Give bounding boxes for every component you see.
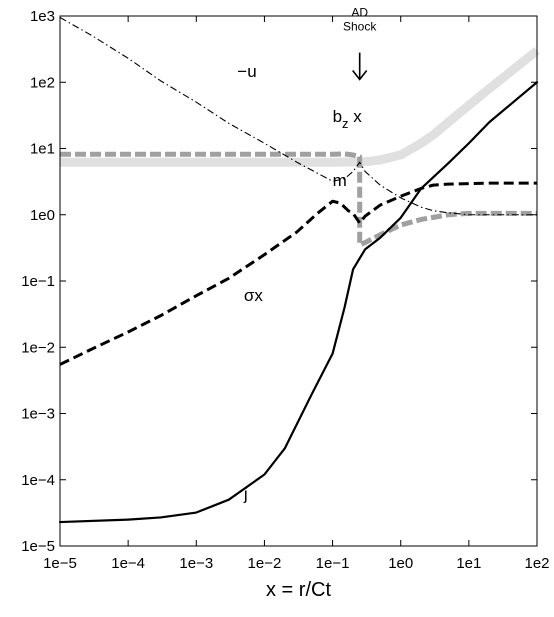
y-tick-label: 1e−3 <box>21 406 55 423</box>
x-tick-label: 1e−2 <box>248 555 282 572</box>
series-bz-line <box>60 151 537 248</box>
plot-frame <box>59 15 538 547</box>
ticks-layer: 1e−5 1e−4 1e−3 1e−2 1e−1 1e0 1e1 1e2 1e−5 1e−4 1e−… <box>21 8 549 572</box>
series-j-label: j <box>243 485 248 504</box>
series-bz-label: bz x <box>333 107 363 131</box>
annotation-line-2: Shock <box>343 20 377 34</box>
curve-labels-layer: m bz x −u σx j <box>237 62 362 504</box>
x-tick-label: 1e−5 <box>43 555 77 572</box>
y-tick-label: 1e−2 <box>21 339 55 356</box>
x-tick-label: 1e−3 <box>179 555 213 572</box>
annotation-line-1: AD <box>351 6 368 20</box>
series-j-line <box>58 81 539 524</box>
y-tick-label: 1e−4 <box>21 472 55 489</box>
x-axis-label: x = r/Ct <box>266 579 331 601</box>
series-u-label: −u <box>237 62 256 81</box>
series-u-line <box>59 17 537 216</box>
series-m-line <box>60 47 540 167</box>
shock-arrow-head <box>352 70 368 81</box>
series-m-label: m <box>333 171 347 190</box>
x-tick-label: 1e2 <box>524 555 549 572</box>
y-tick-label: 1e−1 <box>21 273 55 290</box>
y-tick-label: 1e1 <box>30 141 55 158</box>
series-sigma-label: σx <box>244 286 263 305</box>
y-tick-label: 1e3 <box>30 8 55 25</box>
series-sigma-line <box>59 181 537 366</box>
y-tick-label: 1e2 <box>30 74 55 91</box>
x-tick-label: 1e1 <box>456 555 481 572</box>
x-tick-label: 1e−4 <box>111 555 145 572</box>
series-layer <box>58 17 540 524</box>
x-tick-label: 1e0 <box>388 555 413 572</box>
y-tick-label: 1e0 <box>30 207 55 224</box>
x-tick-label: 1e−1 <box>316 555 350 572</box>
y-tick-label: 1e−5 <box>21 538 55 555</box>
